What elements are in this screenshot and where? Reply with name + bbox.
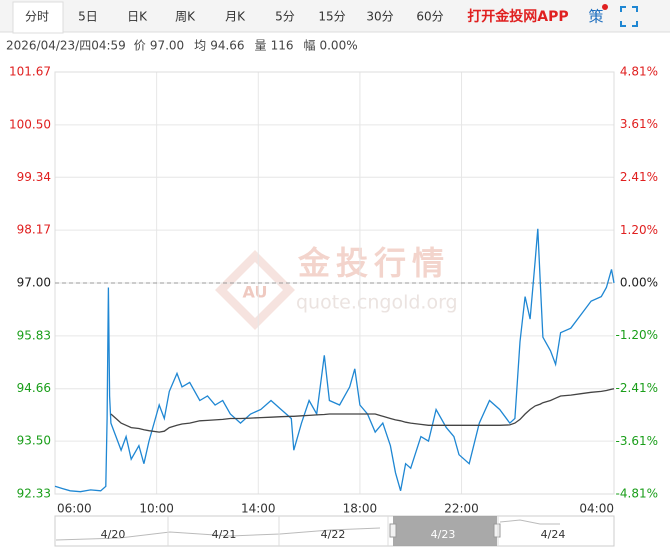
y2-tick-label: 1.20%	[620, 223, 658, 237]
y2-tick-label: 2.41%	[620, 170, 658, 184]
series-line	[110, 388, 615, 433]
x-tick-label: 10:00	[139, 502, 174, 516]
navigator-date: 4/20	[101, 528, 126, 541]
info-value: 94.66	[210, 39, 244, 53]
tab[interactable]: 5分	[275, 10, 295, 24]
navigator-handle	[389, 523, 397, 538]
x-tick-label: 06:00	[57, 502, 92, 516]
watermark	[215, 250, 295, 330]
tab[interactable]: 月K	[225, 10, 246, 24]
y-tick-label: 99.34	[17, 170, 51, 184]
navigator-window	[393, 516, 497, 546]
y-tick-label: 92.33	[17, 487, 51, 501]
badge-dot	[602, 4, 608, 10]
tab-bar	[0, 0, 670, 32]
info-label: 均	[194, 39, 206, 53]
y-tick-label: 94.66	[17, 381, 51, 395]
x-tick-label: 22:00	[444, 502, 479, 516]
tab[interactable]: 周K	[175, 10, 196, 24]
navigator-date: 4/23	[431, 528, 456, 541]
navigator-date: 4/22	[321, 528, 346, 541]
y2-tick-label: -4.81%	[616, 487, 658, 501]
y2-tick-label: 4.81%	[620, 65, 658, 79]
navigator-line	[55, 527, 381, 541]
y-tick-label: 98.17	[17, 223, 51, 237]
y2-tick-label: -1.20%	[616, 328, 658, 342]
y-tick-label: 97.00	[17, 276, 51, 290]
navigator-date: 4/24	[541, 528, 566, 541]
tab[interactable]: 分时	[25, 10, 49, 24]
tab[interactable]: 5日	[78, 10, 98, 24]
y2-tick-label: 3.61%	[620, 117, 658, 131]
x-tick-label: 04:00	[579, 502, 614, 516]
navigator-line	[499, 519, 560, 525]
y-tick-label: 93.50	[17, 434, 51, 448]
info-time: 2026/04/23/四04:59	[6, 39, 126, 53]
y2-tick-label: -3.61%	[616, 434, 658, 448]
watermark-title: 金投行情	[297, 244, 450, 282]
navigator[interactable]	[54, 515, 615, 547]
info-label: 量	[255, 39, 267, 53]
x-tick-label: 14:00	[241, 502, 276, 516]
y2-tick-label: -2.41%	[616, 381, 658, 395]
app-link[interactable]: 打开金投网APP	[467, 8, 568, 25]
series-line	[54, 228, 615, 493]
navigator-handle	[493, 523, 501, 538]
y-tick-label: 95.83	[17, 328, 51, 342]
watermark-url: quote.cngold.org	[296, 292, 458, 314]
y-tick-label: 101.67	[9, 65, 51, 79]
tab[interactable]: 15分	[318, 10, 345, 24]
tab[interactable]: 日K	[127, 10, 148, 24]
tab[interactable]: 30分	[366, 10, 393, 24]
info-value: 97.00	[150, 39, 184, 53]
y-tick-label: 100.50	[9, 117, 51, 131]
navigator-date: 4/21	[212, 528, 237, 541]
y2-tick-label: 0.00%	[620, 276, 658, 290]
fullscreen-button[interactable]	[620, 6, 638, 27]
x-tick-label: 18:00	[343, 502, 378, 516]
strategy-button[interactable]: 策	[588, 8, 603, 26]
active-tab	[12, 1, 64, 34]
info-value: 0.00%	[319, 39, 357, 53]
info-label: 幅	[303, 38, 315, 53]
info-label: 价	[134, 39, 146, 53]
watermark-logo: AU	[243, 283, 268, 302]
info-value: 116	[271, 39, 294, 53]
tab[interactable]: 60分	[416, 10, 443, 24]
